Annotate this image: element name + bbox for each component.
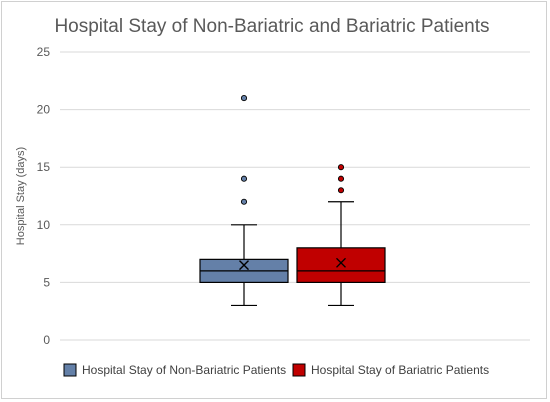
y-tick-label-0: 0 (43, 333, 50, 347)
y-tick-label-3: 15 (37, 160, 51, 174)
box-series-2 (296, 164, 386, 307)
y-tick-label-4: 20 (37, 103, 51, 117)
mean-marker-b (336, 257, 346, 268)
gridlines (60, 51, 530, 341)
outlier-point-0 (337, 187, 345, 194)
outlier-point-0 (240, 198, 248, 205)
outlier-point-1 (337, 175, 345, 182)
legend: Hospital Stay of Non-Bariatric Patients H… (63, 363, 489, 377)
outlier-point-2 (240, 95, 248, 102)
legend-swatch-2 (292, 363, 306, 377)
box-series-1 (199, 95, 289, 307)
y-tick-label-2: 10 (37, 218, 51, 232)
y-tick-label-1: 5 (43, 275, 50, 289)
legend-swatch-1 (63, 363, 77, 377)
chart-title: Hospital Stay of Non-Bariatric and Baria… (54, 16, 489, 37)
legend-label-2: Hospital Stay of Bariatric Patients (311, 363, 489, 377)
iqr-box (296, 247, 386, 283)
legend-label-1: Hospital Stay of Non-Bariatric Patients (82, 363, 286, 377)
y-axis-ticks: 0 5 10 15 20 25 (37, 45, 51, 347)
outlier-point-1 (240, 175, 248, 182)
y-axis-label: Hospital Stay (days) (15, 147, 27, 245)
y-tick-label-5: 25 (37, 45, 51, 59)
outlier-point-2 (337, 164, 345, 171)
mean-marker-b (239, 260, 249, 271)
box-series (199, 95, 386, 307)
